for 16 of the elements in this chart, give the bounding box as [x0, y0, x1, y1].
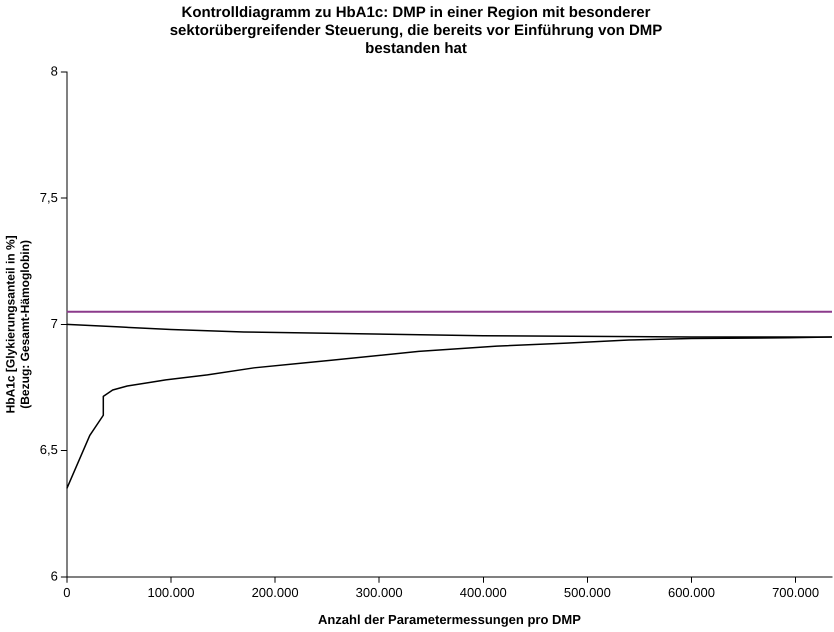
y-tick-label: 6: [50, 568, 58, 584]
y-tick-label: 8: [50, 64, 58, 79]
x-tick-label: 0: [63, 585, 70, 600]
x-tick-label: 500.000: [564, 585, 611, 600]
x-tick-label: 300.000: [356, 585, 403, 600]
x-tick-label: 700.000: [772, 585, 820, 600]
x-tick-label: 200.000: [252, 585, 299, 600]
y-axis-title: HbA1c [Glykierungsanteil in %] (Bezug: Gesamt-Hämoglobin): [4, 235, 32, 414]
x-axis-title: Anzahl der Parametermessungen pro DMP: [318, 612, 582, 627]
y-tick-label: 6,5: [40, 442, 58, 458]
x-tick-label: 400.000: [460, 585, 507, 600]
chart-title: Kontrolldiagramm zu HbA1c: DMP in einer Region mit besonderer sektorübergreifender Steuerung, die bereits vor Einführung von DMP bestanden hat: [170, 4, 662, 58]
x-tick-label: 100.000: [147, 585, 194, 600]
y-tick-label: 7,5: [40, 190, 58, 205]
y-tick-label: 7: [50, 316, 58, 331]
x-tick-label: 600.000: [668, 585, 715, 600]
